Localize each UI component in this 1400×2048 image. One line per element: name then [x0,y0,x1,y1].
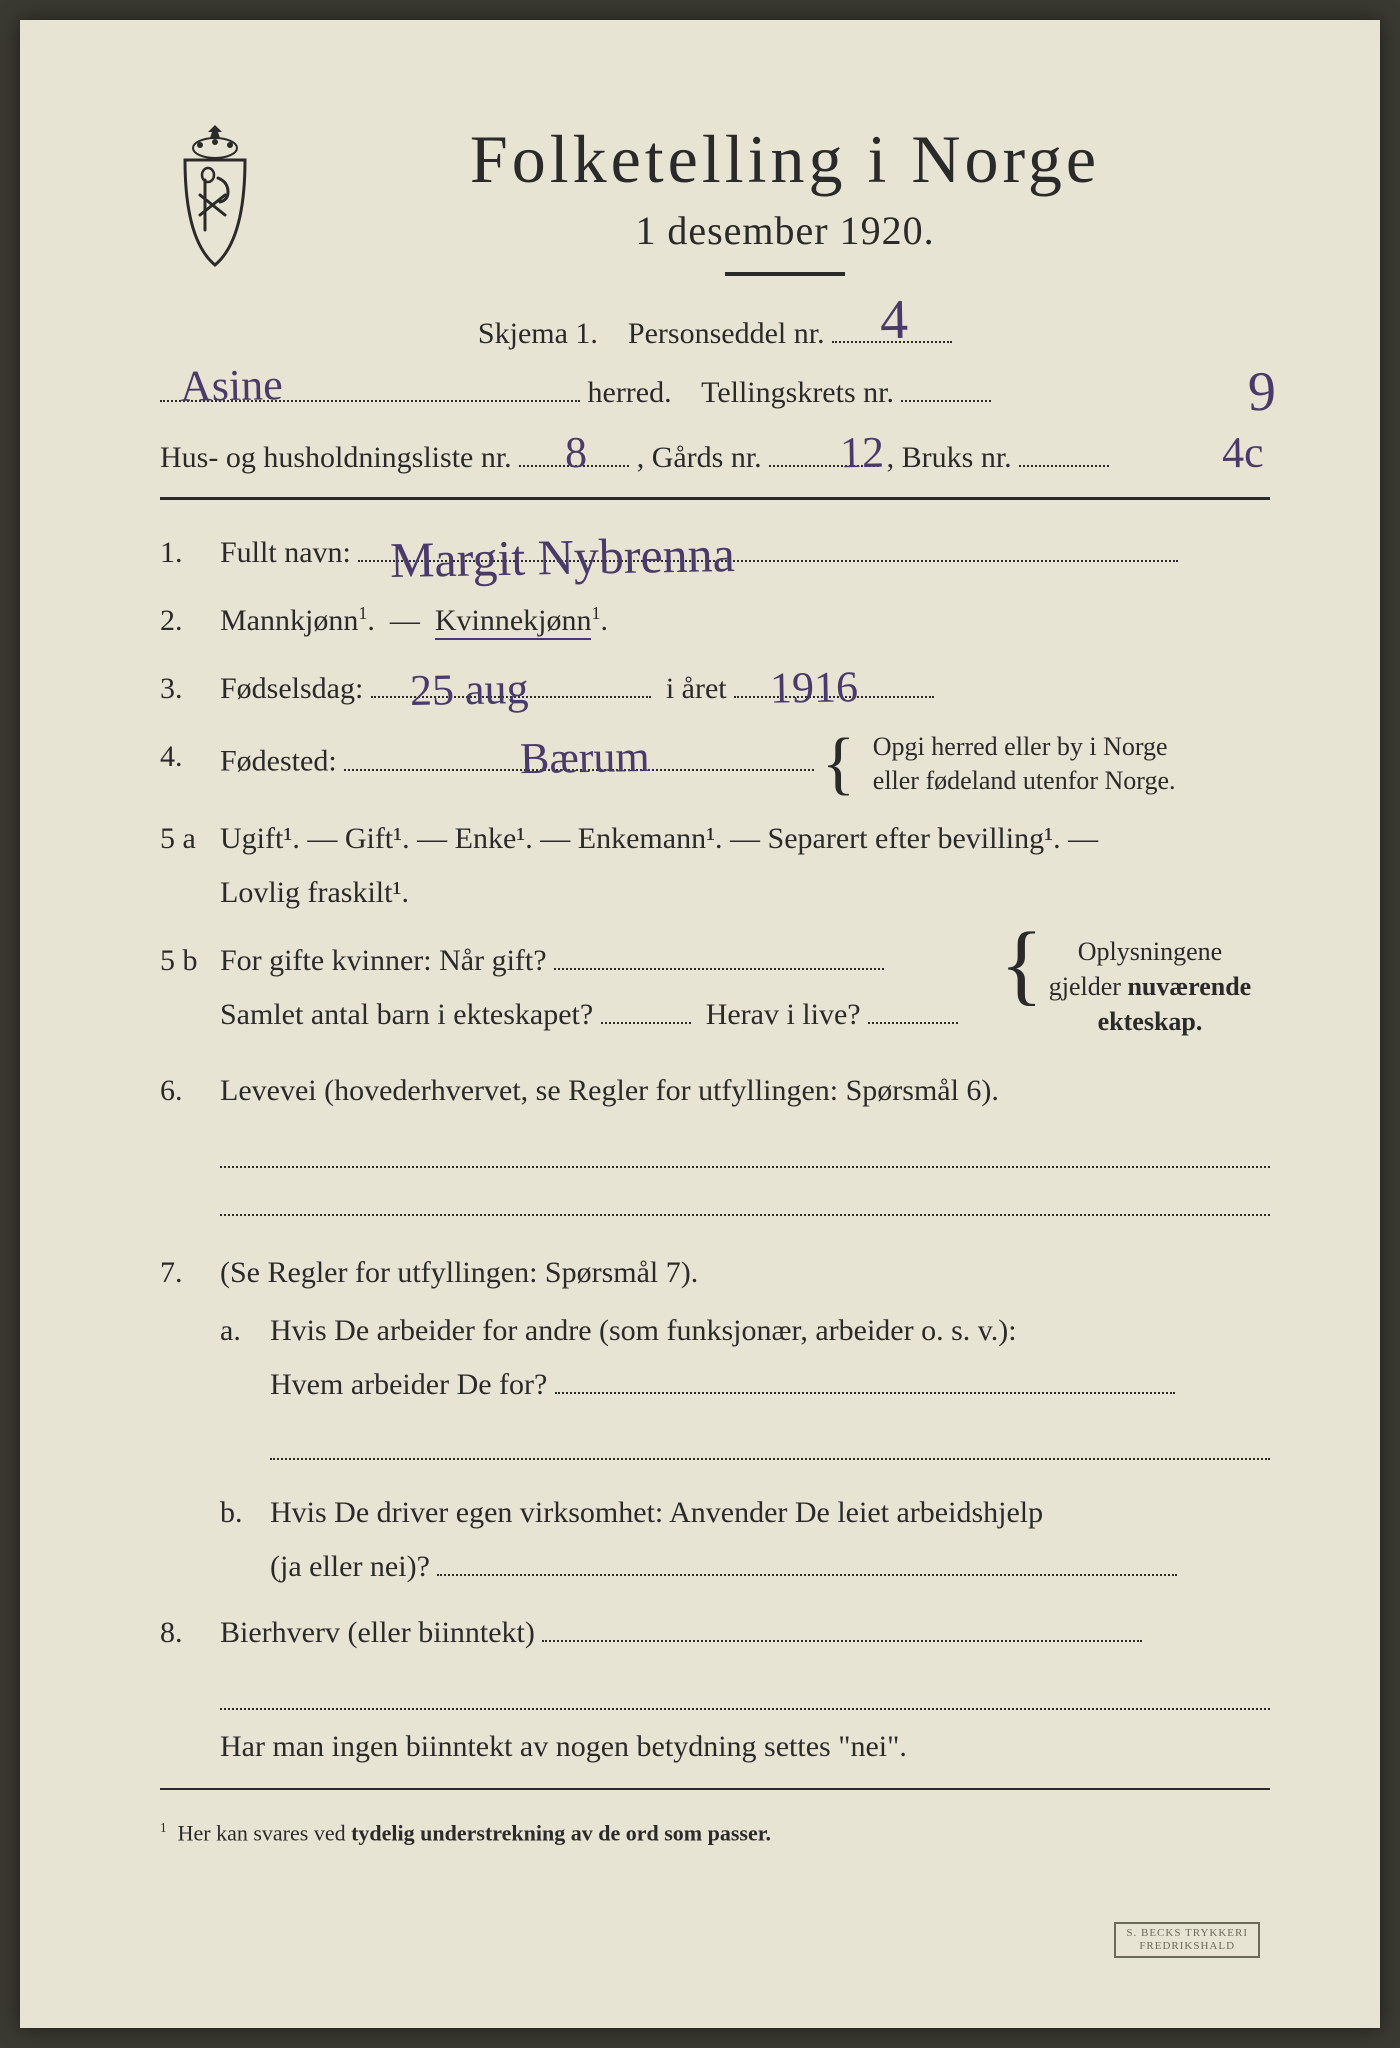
q6-num: 6. [160,1064,220,1118]
herred-label: herred. [588,376,672,409]
schema-label: Skjema 1. [478,317,598,350]
q7a-row: a. Hvis De arbeider for andre (som funks… [220,1304,1270,1412]
q3-year-value: 1916 [769,647,858,728]
q6-blank-1 [220,1132,1270,1168]
q4-value: Bærum [519,717,650,798]
q7b-l1: Hvis De driver egen virksomhet: Anvender… [270,1486,1270,1540]
q7b-row: b. Hvis De driver egen virksomhet: Anven… [220,1486,1270,1594]
section-divider-1 [160,497,1270,500]
title-divider [725,272,845,276]
census-form-page: Folketelling i Norge 1 desember 1920. Sk… [20,20,1380,2028]
q7b-l2: (ja eller nei)? [270,1550,430,1583]
q5a-row: 5 a Ugift¹. — Gift¹. — Enke¹. — Enkemann… [160,812,1270,920]
personseddel-nr-value: 4 [879,288,908,352]
q5a-options: Ugift¹. — Gift¹. — Enke¹. — Enkemann¹. —… [220,812,1270,866]
q7-intro: (Se Regler for utfyllingen: Spørsmål 7). [220,1246,1270,1300]
q3-year-label: i året [666,672,727,705]
q6-row: 6. Levevei (hovederhvervet, se Regler fo… [160,1064,1270,1118]
printer-stamp: S. BECKS TRYKKERI FREDRIKSHALD [1114,1922,1260,1958]
q3-label: Fødselsdag: [220,672,363,705]
q5b-row: 5 b For gifte kvinner: Når gift? Samlet … [160,934,1270,1042]
q2-kvinne: Kvinnekjønn [435,604,592,640]
q6-blank-2 [220,1180,1270,1216]
q1-row: 1. Fullt navn: Margit Nybrenna [160,526,1270,580]
q5a-num: 5 a [160,812,220,920]
q7a-l2: Hvem arbeider De for? [270,1368,547,1401]
gards-value: 12 [839,416,884,492]
hushold-label: Hus- og husholdningsliste nr. [160,441,512,474]
q4-label: Fødested: [220,745,337,778]
q8-label: Bierhverv (eller biinntekt) [220,1616,535,1649]
q5b-num: 5 b [160,934,220,1042]
brace-icon: { [1000,938,1043,992]
title-block: Folketelling i Norge 1 desember 1920. [300,120,1270,300]
herred-value: Asine [179,348,283,425]
q7a-blank [270,1424,1270,1460]
schema-line: Skjema 1. Personseddel nr. 4 [160,310,1270,351]
q7-num: 7. [160,1246,220,1300]
brace-icon: { [822,746,856,781]
q3-num: 3. [160,662,220,716]
q4-num: 4. [160,730,220,798]
q5b-l1a: For gifte kvinner: Når gift? [220,944,547,977]
tellingskrets-label: Tellingskrets nr. [701,376,894,409]
footer-note: Har man ingen biinntekt av nogen betydni… [220,1730,1270,1764]
hushold-value: 8 [564,416,587,491]
personseddel-label: Personseddel nr. [628,317,825,350]
household-row: Hus- og husholdningsliste nr. , Gårds nr… [160,432,1270,483]
q1-label: Fullt navn: [220,536,351,569]
q5b-l2b: Herav i live? [706,998,861,1031]
q7-row: 7. (Se Regler for utfyllingen: Spørsmål … [160,1246,1270,1300]
q1-value: Margit Nybrenna [389,509,735,605]
gards-label: , Gårds nr. [637,441,762,474]
bruks-label: , Bruks nr. [887,441,1012,474]
q2-mann: Mannkjønn [220,604,358,637]
main-title: Folketelling i Norge [300,120,1270,199]
header: Folketelling i Norge 1 desember 1920. [160,120,1270,300]
q8-row: 8. Bierhverv (eller biinntekt) [160,1606,1270,1660]
q4-note: Opgi herred eller by i Norge eller fødel… [873,730,1176,798]
coat-of-arms-icon [160,120,270,270]
q2-num: 2. [160,594,220,648]
q5a-line2: Lovlig fraskilt¹. [220,866,1270,920]
bruks-value: 4c [1222,416,1265,492]
q7a-num: a. [220,1304,270,1412]
q2-row: 2. Mannkjønn1. — Kvinnekjønn1. [160,594,1270,648]
q3-row: 3. Fødselsdag: i året 25 aug 1916 [160,662,1270,716]
q3-day-value: 25 aug [409,649,529,730]
q7a-l1: Hvis De arbeider for andre (som funksjon… [270,1304,1270,1358]
q1-num: 1. [160,526,220,580]
q4-row: 4. Fødested: { Opgi herred eller by i No… [160,730,1270,798]
footnote: 1 Her kan svares ved tydelig understrekn… [160,1820,1270,1846]
herred-row: herred. Tellingskrets nr. Asine 9 [160,367,1270,418]
q5b-side-note: { Oplysningene gjelder nuværende ekteska… [1030,934,1270,1039]
q8-blank [220,1674,1270,1710]
footnote-divider [160,1788,1270,1790]
q6-text: Levevei (hovederhvervet, se Regler for u… [220,1064,1270,1118]
q7b-num: b. [220,1486,270,1594]
q5b-l2a: Samlet antal barn i ekteskapet? [220,998,593,1031]
subtitle: 1 desember 1920. [300,207,1270,254]
q8-num: 8. [160,1606,220,1660]
